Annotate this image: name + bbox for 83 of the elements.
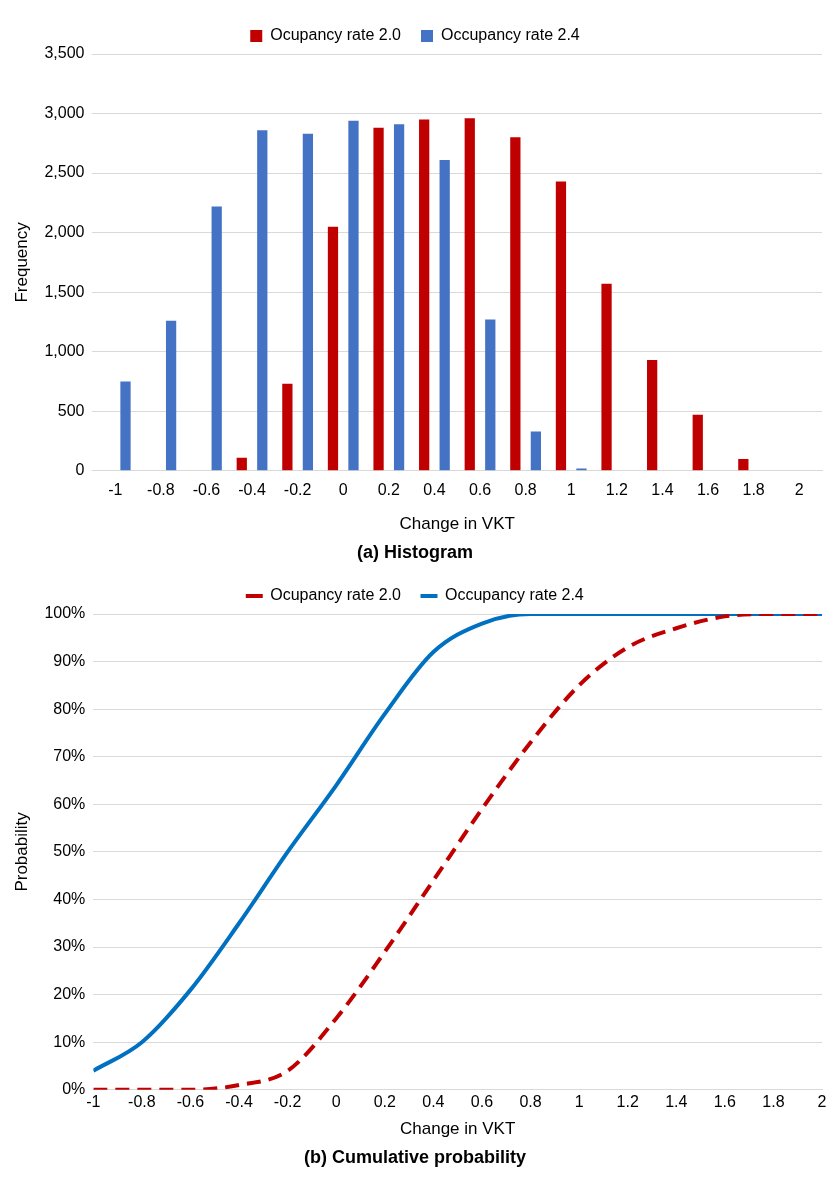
y-tick-label: 1,500 — [44, 282, 85, 300]
x-tick-label: -0.8 — [128, 1092, 156, 1110]
bar — [485, 319, 496, 471]
x-tick-label: -0.8 — [147, 480, 175, 498]
x-axis-title: Change in VKT — [400, 1118, 516, 1138]
y-tick-label: 0% — [62, 1080, 86, 1098]
x-tick-label: -1 — [86, 1092, 101, 1110]
x-tick-label: 1.2 — [616, 1092, 639, 1110]
x-tick-label: 1 — [566, 480, 576, 498]
x-tick-label: 1.8 — [762, 1092, 785, 1110]
bar — [282, 383, 293, 471]
y-tick-label: 80% — [53, 699, 86, 717]
y-tick-label: 30% — [53, 937, 86, 955]
y-tick-label: 100% — [44, 604, 86, 622]
x-tick-label: 1.4 — [651, 480, 674, 498]
x-tick-label: -0.6 — [176, 1092, 205, 1110]
y-tick-label: 0 — [75, 461, 85, 479]
bar — [464, 118, 475, 471]
y-tick-label: 3,000 — [44, 103, 85, 121]
bar — [510, 137, 521, 471]
bar — [530, 431, 542, 471]
text: (a) Histogram — [356, 542, 474, 563]
x-tick-label: 1.4 — [665, 1092, 688, 1110]
x-tick-label: -0.6 — [192, 480, 221, 498]
y-tick-label: 70% — [53, 747, 86, 765]
x-tick-label: 0.4 — [422, 1092, 445, 1110]
x-tick-label: -0.4 — [238, 480, 266, 498]
y-tick-label: 2,500 — [44, 163, 85, 181]
x-tick-label: 0.8 — [514, 480, 537, 498]
x-tick-label: 1 — [574, 1092, 584, 1110]
legend-label: Occupancy rate 2.4 — [445, 586, 584, 604]
x-tick-label: -0.4 — [225, 1092, 253, 1110]
x-tick-label: 0.2 — [373, 1092, 397, 1110]
legend-label: Ocupancy rate 2.0 — [270, 26, 402, 44]
bar — [327, 226, 339, 471]
x-tick-label: 1.2 — [605, 480, 629, 498]
bar — [647, 360, 658, 471]
y-axis-title: Frequency — [11, 221, 31, 303]
bar — [373, 127, 384, 471]
y-tick-label: 2,000 — [44, 223, 85, 241]
x-tick-label: 2 — [817, 1092, 827, 1110]
x-tick-label: -0.2 — [273, 1092, 302, 1110]
x-tick-label: -1 — [108, 480, 123, 498]
y-tick-label: 1,000 — [44, 342, 85, 360]
bar — [165, 320, 177, 471]
y-tick-label: 3,500 — [44, 44, 85, 62]
x-axis-title: Change in VKT — [399, 513, 515, 533]
bar — [419, 119, 430, 471]
x-tick-label: 0.8 — [519, 1092, 542, 1110]
y-tick-label: 10% — [53, 1032, 86, 1050]
x-tick-label: 1.6 — [713, 1092, 737, 1110]
x-tick-label: 0.6 — [470, 1092, 494, 1110]
bar — [257, 130, 268, 471]
text: (b) Cumulative probability — [303, 1147, 527, 1168]
x-tick-label: 1.6 — [696, 480, 720, 498]
bar — [692, 414, 703, 471]
bar — [302, 133, 314, 471]
x-tick-label: 0 — [338, 480, 348, 498]
x-tick-label: 0.2 — [377, 480, 401, 498]
bar — [555, 181, 567, 471]
bar — [601, 283, 612, 471]
bar — [120, 381, 131, 471]
y-tick-label: 60% — [53, 794, 86, 812]
bar — [393, 124, 405, 471]
bar — [439, 159, 450, 471]
y-tick-label: 40% — [53, 889, 86, 907]
bar — [236, 457, 247, 471]
x-tick-label: 0.6 — [468, 480, 492, 498]
y-axis-title: Probability — [11, 811, 31, 892]
bar — [738, 458, 749, 471]
x-tick-label: 2 — [794, 480, 804, 498]
y-tick-label: 90% — [53, 651, 86, 669]
x-tick-label: -0.2 — [283, 480, 312, 498]
legend-label: Ocupancy rate 2.0 — [270, 586, 402, 604]
bar — [348, 120, 359, 471]
bar — [211, 206, 222, 471]
y-tick-label: 500 — [57, 401, 85, 419]
y-tick-label: 50% — [53, 842, 86, 860]
y-tick-label: 20% — [53, 985, 86, 1003]
x-tick-label: 1.8 — [742, 480, 765, 498]
x-tick-label: 0 — [331, 1092, 341, 1110]
x-tick-label: 0.4 — [423, 480, 446, 498]
legend-label: Occupancy rate 2.4 — [441, 26, 580, 44]
